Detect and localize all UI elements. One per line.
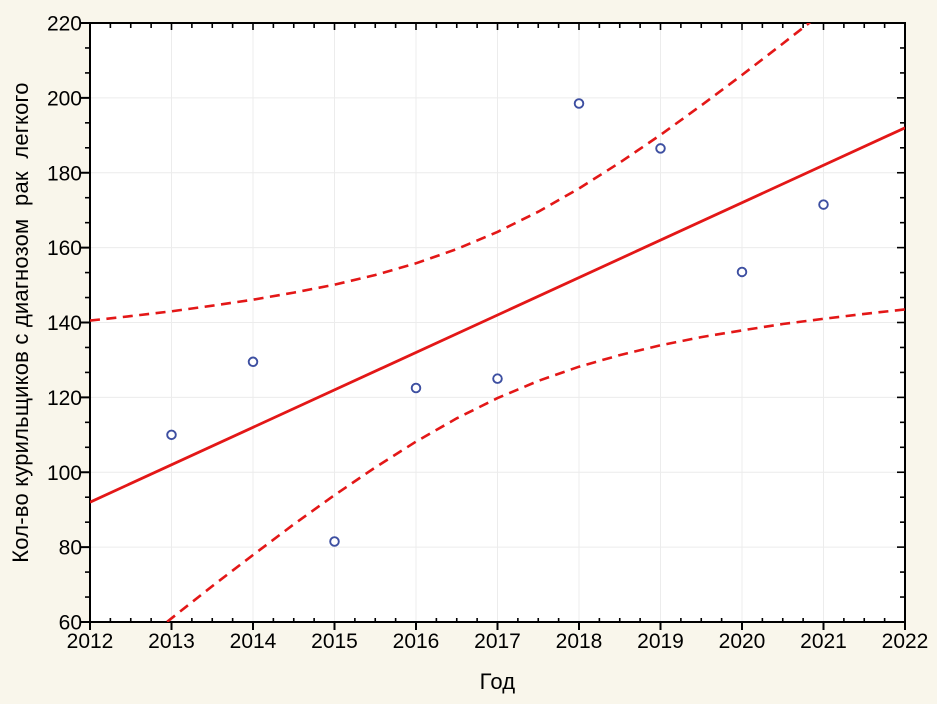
confidence-band-upper bbox=[90, 23, 812, 322]
y-tick-label: 200 bbox=[47, 87, 82, 110]
y-tick-label: 220 bbox=[47, 13, 82, 36]
y-axis-title: Кол-во курильщиков с диагнозом рак легко… bbox=[8, 82, 33, 563]
y-tick-label: 120 bbox=[47, 387, 82, 410]
x-tick-label: 2021 bbox=[800, 630, 847, 653]
x-tick-label: 2014 bbox=[230, 630, 277, 653]
y-tick-label: 100 bbox=[47, 462, 82, 485]
x-tick-label: 2022 bbox=[882, 630, 929, 653]
x-tick-label: 2017 bbox=[474, 630, 521, 653]
data-point bbox=[410, 382, 422, 394]
data-point bbox=[736, 266, 748, 278]
data-point bbox=[329, 536, 340, 547]
x-tick-label: 2019 bbox=[637, 630, 684, 653]
x-tick-label: 2013 bbox=[148, 630, 195, 653]
confidence-band-lower bbox=[164, 308, 905, 622]
y-tick-label: 180 bbox=[47, 162, 82, 185]
x-tick-label: 2018 bbox=[556, 630, 603, 653]
x-tick-label: 2016 bbox=[393, 630, 440, 653]
x-tick-label: 2012 bbox=[67, 630, 114, 653]
data-point bbox=[166, 429, 177, 441]
data-layer bbox=[90, 23, 905, 622]
data-point bbox=[573, 98, 585, 109]
data-point bbox=[492, 373, 503, 384]
y-tick-label: 60 bbox=[59, 612, 82, 635]
x-tick-label: 2020 bbox=[719, 630, 766, 653]
data-point bbox=[247, 356, 259, 368]
data-point bbox=[655, 143, 666, 154]
y-tick-label: 140 bbox=[47, 312, 82, 335]
x-axis-title: Год bbox=[479, 669, 516, 694]
data-point bbox=[818, 199, 829, 210]
y-tick-label: 80 bbox=[59, 537, 82, 560]
regression-line bbox=[90, 126, 905, 504]
x-tick-label: 2015 bbox=[311, 630, 358, 653]
y-tick-label: 160 bbox=[47, 237, 82, 260]
